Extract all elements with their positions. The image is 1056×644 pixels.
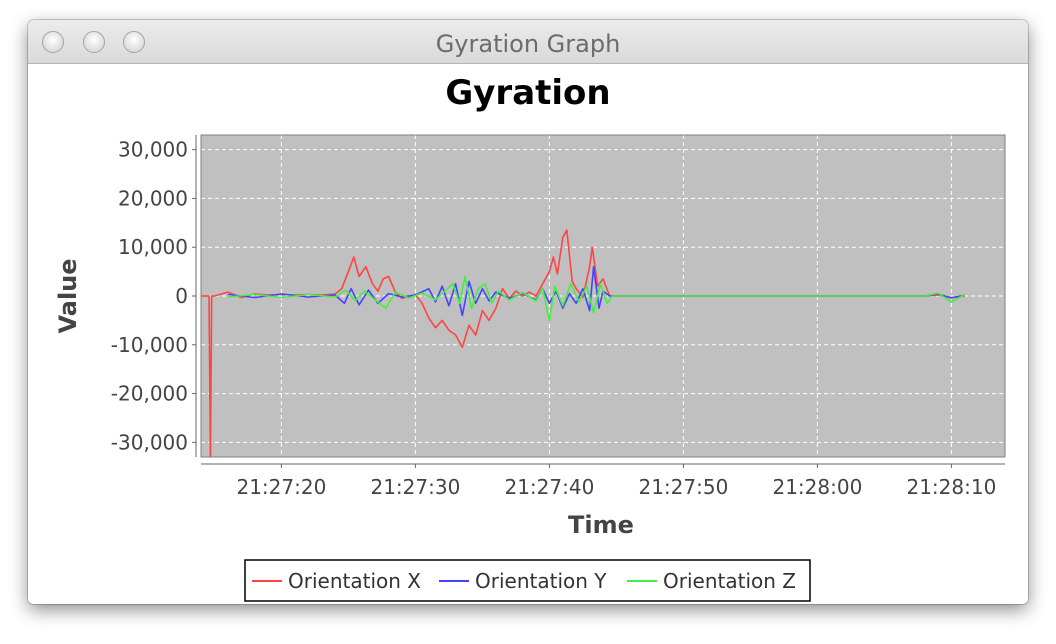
y-tick-label: 10,000 xyxy=(118,235,188,259)
chart-panel: Gyration 30,000 20,000 10,000 0 -10,000 -20,0… xyxy=(28,64,1028,604)
x-tick-label: 21:27:40 xyxy=(504,475,594,499)
x-tick-label: 21:27:30 xyxy=(370,475,460,499)
x-axis-label: Time xyxy=(568,511,634,539)
minimize-window-button[interactable] xyxy=(83,31,105,53)
close-window-button[interactable] xyxy=(42,31,64,53)
gyration-chart: Gyration 30,000 20,000 10,000 0 -10,000 -20,0… xyxy=(54,73,1006,602)
y-tick-label: 20,000 xyxy=(118,186,188,210)
y-axis-label: Value xyxy=(54,258,82,333)
window-title: Gyration Graph xyxy=(435,30,621,58)
y-axis: 30,000 20,000 10,000 0 -10,000 -20,000 -30,000 xyxy=(111,135,197,457)
x-axis: 21:27:20 21:27:30 21:27:40 21:27:50 21:28:00… xyxy=(201,463,1005,499)
y-tick-label: 30,000 xyxy=(118,138,188,162)
chart-title: Gyration xyxy=(445,73,610,113)
x-tick-label: 21:27:50 xyxy=(638,475,728,499)
title-bar[interactable]: Gyration Graph xyxy=(28,20,1028,64)
y-tick-label: 0 xyxy=(175,284,188,308)
legend-entry: Orientation Z xyxy=(663,569,796,593)
legend-box xyxy=(244,559,811,602)
series-line-orientation-z xyxy=(227,275,966,322)
y-tick-label: -20,000 xyxy=(111,382,188,406)
y-tick-label: -10,000 xyxy=(111,333,188,357)
legend-entry: Orientation Y xyxy=(475,569,607,593)
plot-border xyxy=(200,134,1006,458)
x-tick-label: 21:27:20 xyxy=(236,475,326,499)
series-line-orientation-y xyxy=(227,265,965,317)
y-tick-label: -30,000 xyxy=(111,430,188,454)
legend: Orientation X Orientation Y Orientation Z xyxy=(244,559,811,602)
x-tick-label: 21:28:00 xyxy=(772,475,862,499)
series-layer xyxy=(201,229,966,457)
legend-entry: Orientation X xyxy=(288,569,421,593)
x-tick-label: 21:28:10 xyxy=(906,475,996,499)
zoom-window-button[interactable] xyxy=(123,31,145,53)
app-window: Gyration Graph Gyration 30,000 20,000 10,0… xyxy=(28,20,1028,604)
